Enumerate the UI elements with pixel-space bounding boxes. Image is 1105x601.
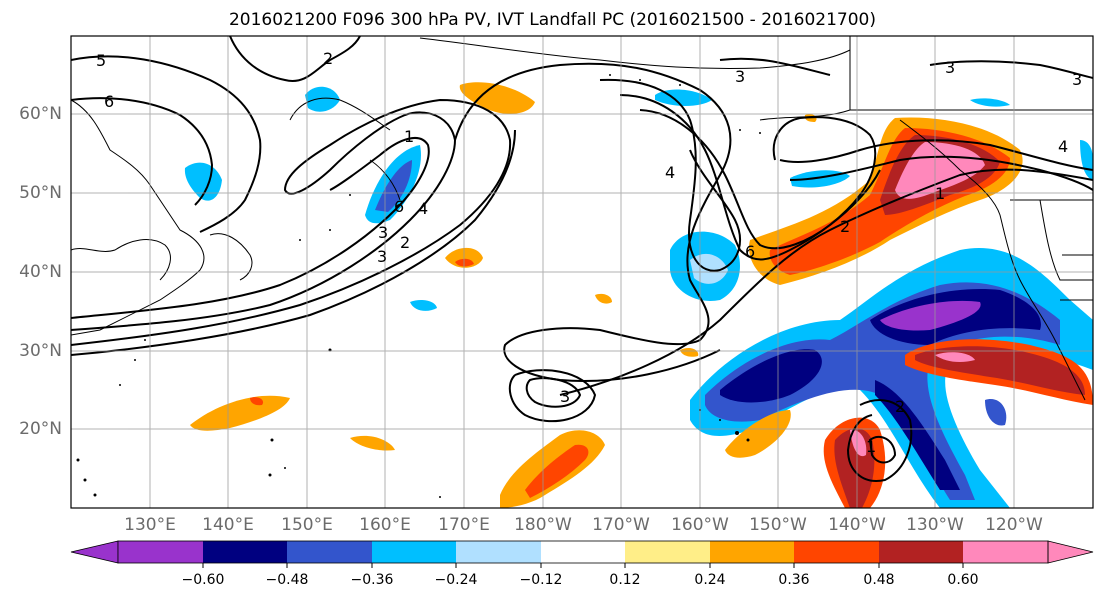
contour-label: 6 (745, 242, 755, 261)
contour-label: 3 (377, 247, 387, 266)
colorbar-extend-low (70, 540, 119, 564)
lon-label: 150°W (749, 515, 807, 535)
pv-contours (71, 36, 1093, 482)
lon-label: 180°W (514, 515, 572, 535)
colorbar-bin (794, 541, 879, 563)
colorbar-bin (287, 541, 372, 563)
colorbar-tick-label: −0.12 (519, 572, 563, 588)
contour-label: 3 (735, 67, 745, 86)
lon-label: 170°W (592, 515, 650, 535)
graticule (71, 36, 1093, 508)
map-frame (70, 35, 1094, 509)
contour-label: 5 (96, 51, 106, 70)
lon-label: 160°W (671, 515, 729, 535)
contour-label: 4 (1058, 137, 1068, 156)
contour-label: 6 (104, 92, 114, 111)
colorbar-bin (203, 541, 287, 563)
colorbar-extend-high (1047, 540, 1094, 564)
contour-label: 3 (378, 223, 388, 242)
colorbar-bin (710, 541, 794, 563)
colorbar-bin (879, 541, 963, 563)
colorbar-tick-label: 0.48 (863, 572, 895, 588)
colorbar-tick-label: 0.24 (694, 572, 726, 588)
contour-label: 2 (895, 397, 905, 416)
contour-label: 1 (935, 184, 945, 203)
contour-label: 4 (665, 163, 675, 182)
colorbar-bin (372, 541, 456, 563)
contour-label: 2 (323, 49, 333, 68)
lat-label: 60°N (19, 104, 62, 124)
lat-label: 20°N (19, 419, 62, 439)
colorbar-bin (541, 541, 625, 563)
contour-label: 1 (866, 437, 876, 456)
colorbar-tick-label: −0.48 (265, 572, 309, 588)
colorbar-tick-label: −0.60 (181, 572, 225, 588)
contour-label: 2 (400, 233, 410, 252)
lat-label: 50°N (19, 183, 62, 203)
contour-label: 3 (560, 387, 570, 406)
colorbar-tick-label: 0.60 (947, 572, 979, 588)
contour-labels: 5 6 2 3 3 1 6 4 2 3 3 2 1 6 4 3 4 3 2 1 (96, 49, 1082, 456)
contour-label: 3 (1072, 70, 1082, 89)
colorbar-bin (118, 541, 203, 563)
contour-label: 3 (945, 58, 955, 77)
colorbar (70, 540, 1094, 568)
lon-label: 170°E (438, 515, 490, 535)
lon-label: 160°E (359, 515, 411, 535)
contour-label: 6 (394, 197, 404, 216)
lon-label: 130°W (906, 515, 964, 535)
lon-label: 140°E (202, 515, 254, 535)
contour-label: 1 (404, 127, 414, 146)
colorbar-tick-label: 0.36 (778, 572, 810, 588)
colorbar-bin (963, 541, 1048, 563)
lon-label: 130°E (124, 515, 176, 535)
colorbar-bin (625, 541, 710, 563)
colorbar-bin (456, 541, 541, 563)
contour-label: 2 (840, 217, 850, 236)
map-title: 2016021200 F096 300 hPa PV, IVT Landfall… (228, 10, 876, 30)
lat-label: 30°N (19, 341, 62, 361)
colorbar-tick-label: −0.36 (350, 572, 394, 588)
lon-label: 120°W (985, 515, 1043, 535)
lat-label: 40°N (19, 262, 62, 282)
colorbar-tick-label: 0.12 (609, 572, 641, 588)
contour-label: 4 (418, 199, 428, 218)
ivt-shading (184, 82, 1093, 508)
lon-label: 150°E (281, 515, 333, 535)
lon-label: 140°W (828, 515, 886, 535)
colorbar-tick-label: −0.24 (434, 572, 478, 588)
islands (76, 74, 761, 498)
